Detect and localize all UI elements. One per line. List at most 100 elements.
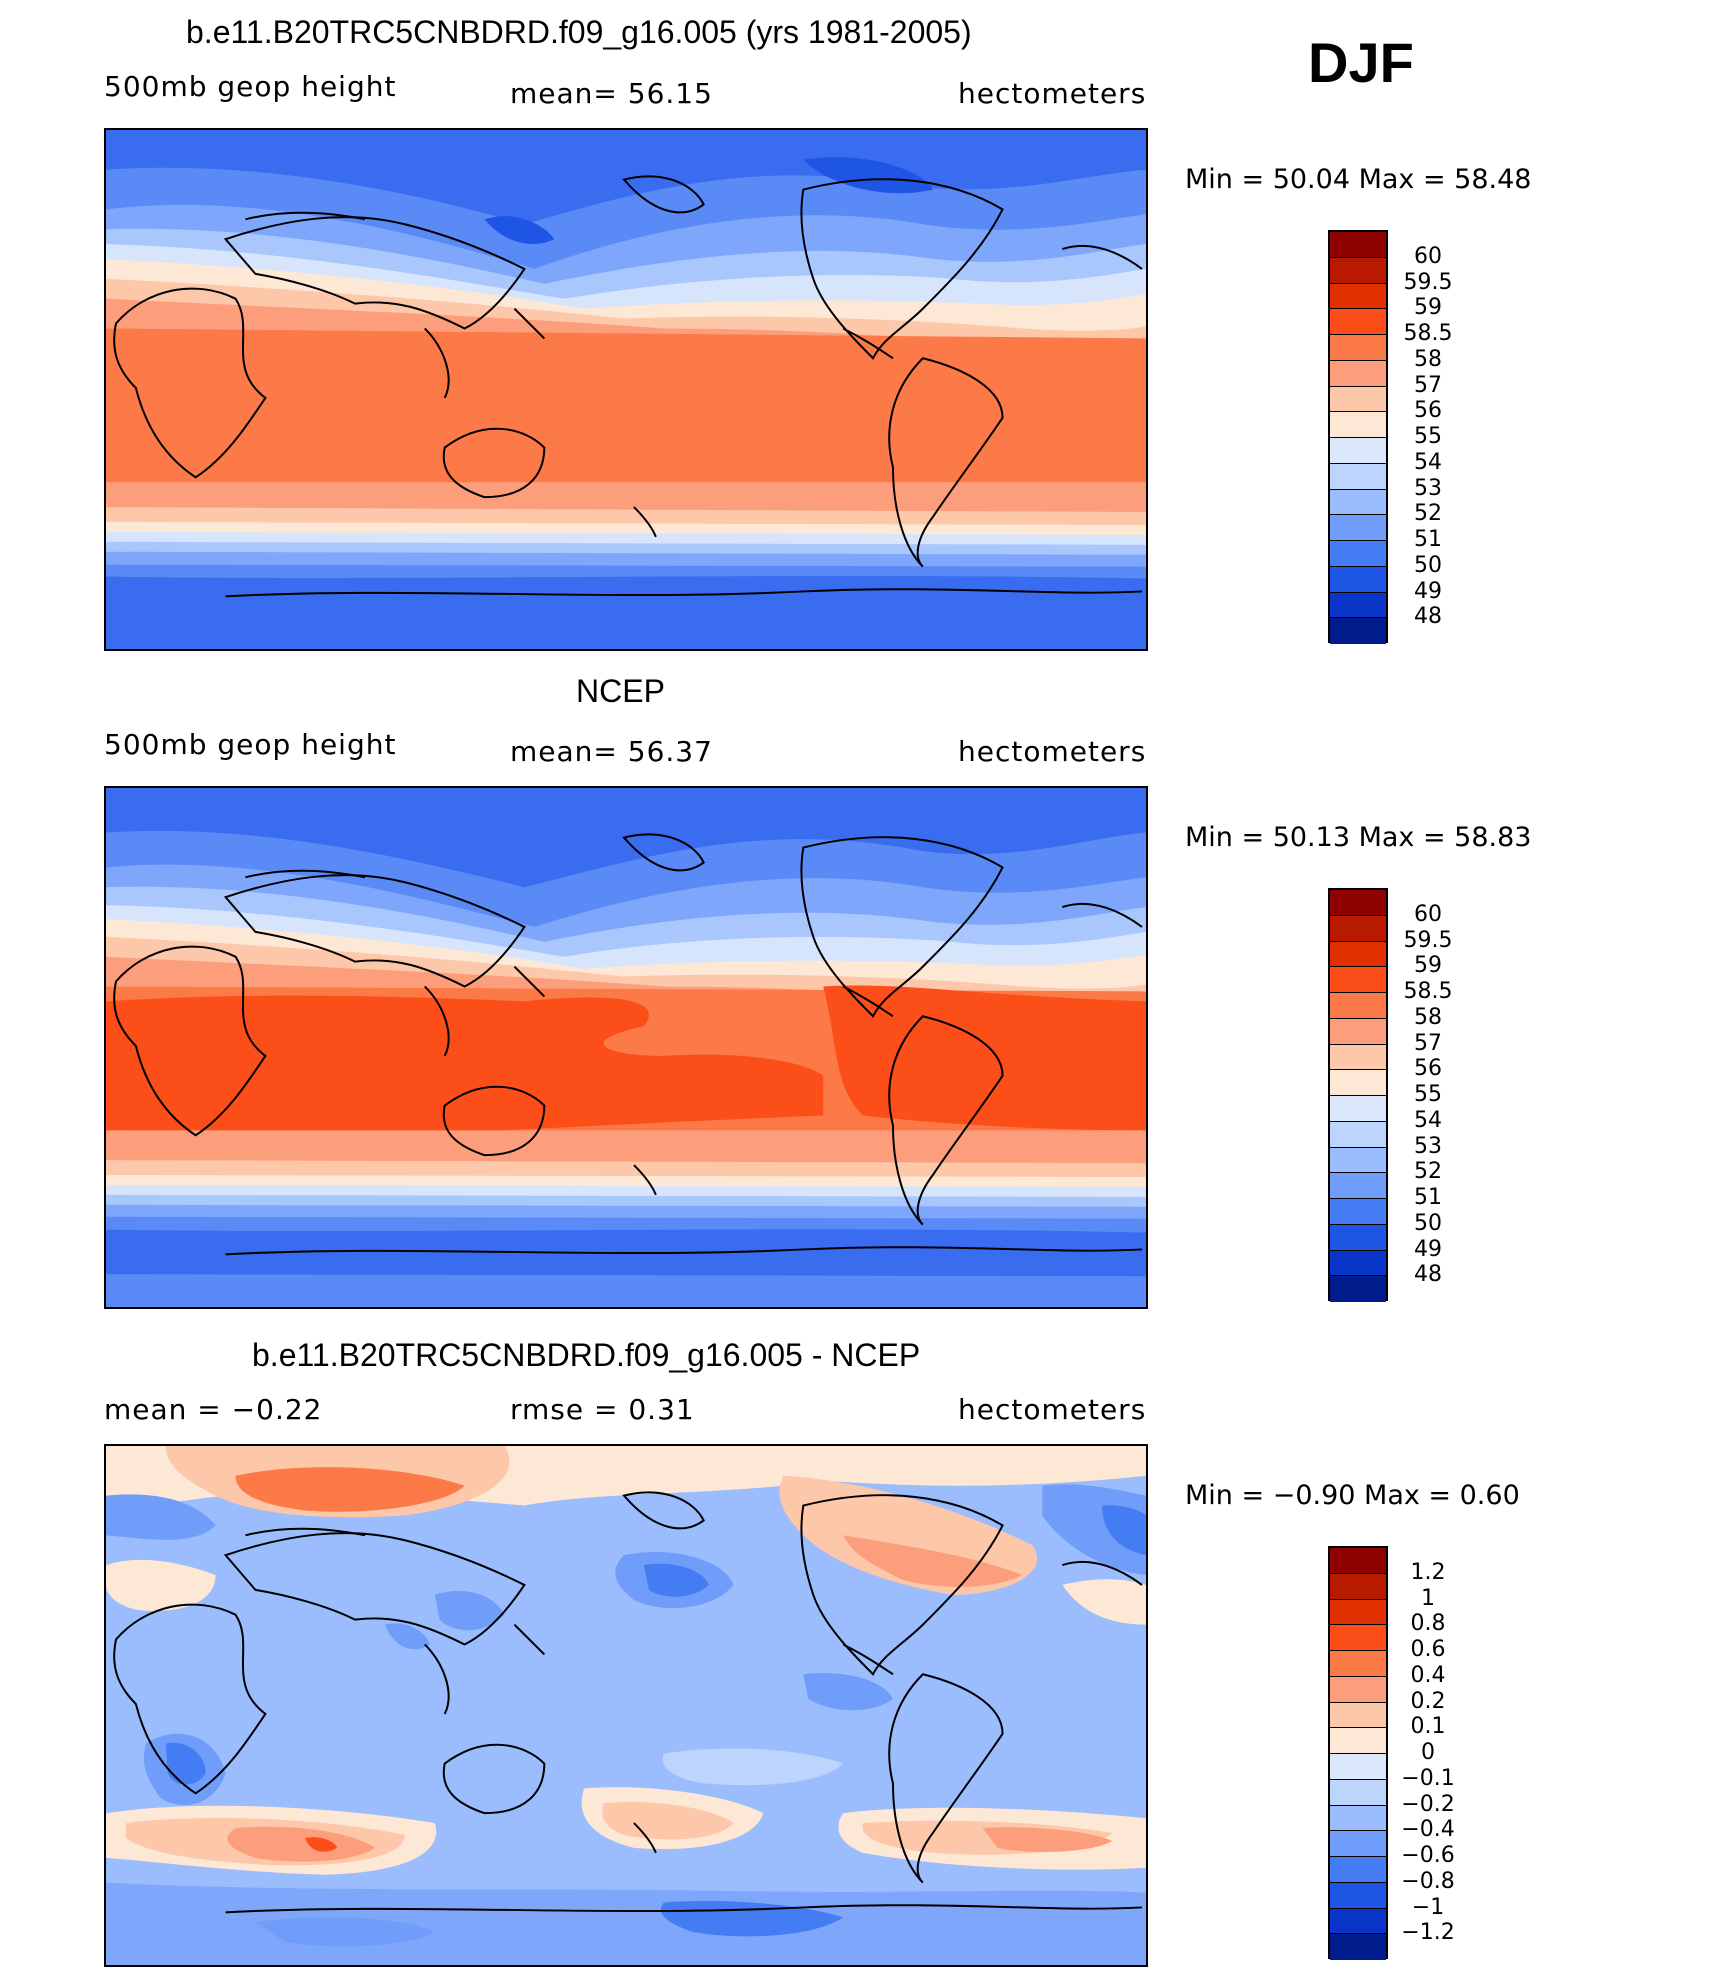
colorbar-segment: [1330, 386, 1386, 413]
colorbar-segment: [1330, 1882, 1386, 1909]
panel-3-colorbar-tick: −0.6: [1401, 1843, 1455, 1868]
colorbar-segment: [1330, 1018, 1386, 1045]
panel-3-contour-field: [106, 1446, 1146, 1965]
panel-3-colorbar-tick: 1.2: [1410, 1560, 1446, 1585]
panel-3-colorbar: [1328, 1546, 1388, 1960]
colorbar-segment: [1330, 309, 1386, 335]
colorbar-segment: [1330, 335, 1386, 361]
panel-1-colorbar-tick: 58.5: [1403, 321, 1453, 346]
colorbar-segment: [1330, 1908, 1386, 1935]
colorbar-segment: [1330, 1857, 1386, 1883]
colorbar-segment: [1330, 1096, 1386, 1122]
panel-1-minmax: Min = 50.04 Max = 58.48: [1185, 164, 1532, 195]
panel-3-mean-label: mean = −0.22: [104, 1393, 323, 1426]
panel-2-mean-label: mean= 56.37: [510, 735, 713, 768]
panel-1-colorbar-tick: 55: [1414, 424, 1442, 449]
colorbar-segment: [1330, 489, 1386, 516]
colorbar-segment: [1330, 463, 1386, 490]
panel-3-minmax: Min = −0.90 Max = 0.60: [1185, 1480, 1520, 1511]
panel-1-colorbar-tick: 51: [1414, 527, 1442, 552]
panel-3-title: b.e11.B20TRC5CNBDRD.f09_g16.005 - NCEP: [252, 1337, 921, 1373]
panel-3-colorbar-tick: 0.1: [1410, 1714, 1446, 1739]
colorbar-segment: [1330, 515, 1386, 541]
panel-2-colorbar-tick: 59: [1414, 953, 1442, 978]
panel-2-colorbar-tick: 58.5: [1403, 979, 1453, 1004]
panel-2-map: [104, 786, 1148, 1309]
panel-3-units-label: hectometers: [958, 1393, 1147, 1426]
panel-1-colorbar-tick: 49: [1414, 579, 1442, 604]
colorbar-segment: [1330, 1070, 1386, 1096]
panel-1-colorbar-tick: 57: [1414, 373, 1442, 398]
panel-2-colorbar: [1328, 888, 1388, 1302]
colorbar-segment: [1330, 1805, 1386, 1832]
colorbar-segment: [1330, 1934, 1386, 1960]
colorbar-segment: [1330, 1173, 1386, 1199]
colorbar-segment: [1330, 360, 1386, 387]
panel-1-colorbar-tick: 50: [1414, 553, 1442, 578]
colorbar-segment: [1330, 257, 1386, 284]
colorbar-segment: [1330, 1625, 1386, 1651]
panel-2-title: NCEP: [576, 673, 665, 709]
colorbar-segment: [1330, 1728, 1386, 1754]
panel-2-variable-label: 500mb geop height: [104, 728, 397, 761]
colorbar-segment: [1330, 541, 1386, 567]
panel-2-contour-field: [106, 788, 1146, 1307]
colorbar-segment: [1330, 566, 1386, 593]
colorbar-segment: [1330, 1147, 1386, 1174]
panel-2-colorbar-tick: 59.5: [1403, 928, 1453, 953]
colorbar-segment: [1330, 1779, 1386, 1806]
panel-3-rmse-label: rmse = 0.31: [510, 1393, 695, 1426]
panel-3-colorbar-tick: −0.8: [1401, 1869, 1455, 1894]
panel-1-colorbar-tick: 59.5: [1403, 270, 1453, 295]
colorbar-segment: [1330, 993, 1386, 1019]
panel-2-colorbar-tick: 60: [1414, 902, 1442, 927]
panel-2-colorbar-tick: 54: [1414, 1108, 1442, 1133]
panel-1-colorbar: [1328, 230, 1388, 644]
panel-1-contour-field: [106, 130, 1146, 649]
panel-3-colorbar-tick: −0.4: [1401, 1817, 1455, 1842]
colorbar-segment: [1330, 1276, 1386, 1302]
panel-3-colorbar-tick: −1: [1411, 1895, 1445, 1920]
panel-3-colorbar-tick: 0.2: [1410, 1689, 1446, 1714]
panel-1-colorbar-tick: 53: [1414, 476, 1442, 501]
panel-1-mean-label: mean= 56.15: [510, 77, 713, 110]
panel-1-units-label: hectometers: [958, 77, 1147, 110]
panel-1-colorbar-tick: 56: [1414, 398, 1442, 423]
panel-3-map: [104, 1444, 1148, 1967]
panel-3-colorbar-tick: 0.8: [1410, 1611, 1446, 1636]
colorbar-segment: [1330, 1676, 1386, 1703]
panel-3-colorbar-tick: 0.4: [1410, 1663, 1446, 1688]
panel-2-colorbar-tick: 50: [1414, 1211, 1442, 1236]
colorbar-segment: [1330, 915, 1386, 942]
colorbar-segment: [1330, 1702, 1386, 1729]
panel-1-colorbar-tick: 60: [1414, 244, 1442, 269]
panel-2-units-label: hectometers: [958, 735, 1147, 768]
colorbar-segment: [1330, 232, 1386, 258]
colorbar-segment: [1330, 1044, 1386, 1071]
panel-1-colorbar-tick: 52: [1414, 501, 1442, 526]
colorbar-segment: [1330, 1651, 1386, 1677]
panel-1-colorbar-tick: 48: [1414, 604, 1442, 629]
colorbar-segment: [1330, 283, 1386, 310]
season-label: DJF: [1308, 31, 1414, 94]
colorbar-segment: [1330, 1224, 1386, 1251]
colorbar-segment: [1330, 1199, 1386, 1225]
panel-2-colorbar-tick: 55: [1414, 1082, 1442, 1107]
panel-2-colorbar-tick: 57: [1414, 1031, 1442, 1056]
panel-2-colorbar-tick: 48: [1414, 1262, 1442, 1287]
colorbar-segment: [1330, 1599, 1386, 1626]
panel-3-colorbar-tick: 0.6: [1410, 1637, 1446, 1662]
panel-2-colorbar-tick: 53: [1414, 1134, 1442, 1159]
colorbar-segment: [1330, 1573, 1386, 1600]
panel-3-colorbar-tick: −0.2: [1401, 1792, 1455, 1817]
panel-1-title: b.e11.B20TRC5CNBDRD.f09_g16.005 (yrs 198…: [186, 14, 972, 50]
panel-1-variable-label: 500mb geop height: [104, 70, 397, 103]
colorbar-segment: [1330, 890, 1386, 916]
colorbar-segment: [1330, 1831, 1386, 1857]
panel-3-colorbar-tick: −1.2: [1401, 1920, 1455, 1945]
panel-2-colorbar-tick: 52: [1414, 1159, 1442, 1184]
panel-1-colorbar-tick: 54: [1414, 450, 1442, 475]
panel-1-colorbar-tick: 59: [1414, 295, 1442, 320]
panel-3-colorbar-tick: 1: [1421, 1586, 1435, 1611]
colorbar-segment: [1330, 1754, 1386, 1780]
